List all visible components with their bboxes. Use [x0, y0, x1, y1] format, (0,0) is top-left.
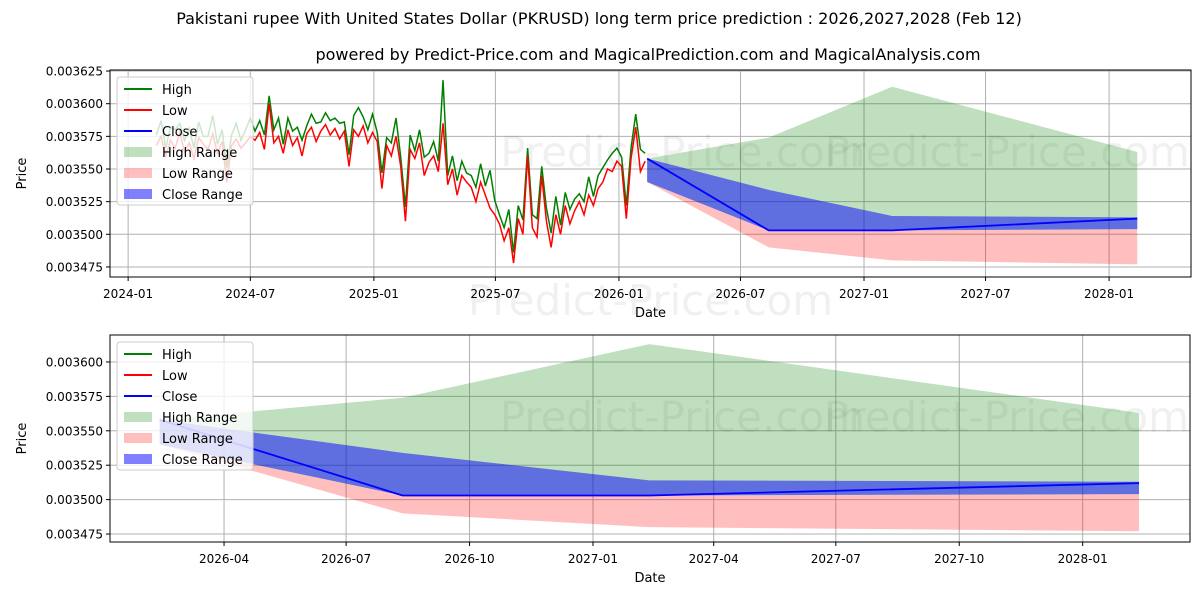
y-tick-label: 0.003500 — [46, 228, 103, 242]
legend-label-close: Close — [162, 125, 197, 140]
y-axis-label: Price — [15, 158, 30, 190]
panel-0: 0.003475 0.003500 0.003525 0.003550 0.003575… — [15, 65, 1192, 325]
y-tick-label: 0.003475 — [46, 528, 103, 542]
legend-swatch-high-range — [124, 412, 152, 422]
legend-label-low: Low — [162, 369, 188, 384]
x-tick-label: 2028-01 — [1084, 287, 1134, 301]
x-tick-label: 2026-04 — [199, 552, 249, 566]
x-tick-label: 2026-10 — [444, 552, 494, 566]
y-tick-label: 0.003525 — [46, 195, 103, 209]
watermark: Predict-Price.com — [825, 128, 1190, 177]
legend-label-high-range: High Range — [162, 146, 237, 161]
y-tick-label: 0.003525 — [46, 459, 103, 473]
x-tick-label: 2027-04 — [689, 552, 739, 566]
y-tick-label: 0.003500 — [46, 493, 103, 507]
x-tick-label: 2024-07 — [225, 287, 275, 301]
legend-label-low: Low — [162, 104, 188, 119]
y-tick-label: 0.003575 — [46, 390, 103, 404]
x-tick-label: 2026-07 — [715, 287, 765, 301]
legend-label-high: High — [162, 83, 192, 98]
close-range-area — [647, 158, 1138, 231]
x-tick-label: 2027-10 — [934, 552, 984, 566]
x-tick-label: 2027-07 — [811, 552, 861, 566]
legend-label-close-range: Close Range — [162, 188, 243, 203]
x-tick-label: 2026-07 — [321, 552, 371, 566]
axes-frame — [109, 69, 1192, 278]
close-range-area — [159, 419, 1140, 496]
legend-label-low-range: Low Range — [162, 167, 233, 182]
x-axis-label: Date — [634, 571, 665, 586]
watermark: Predict-Price.com — [500, 393, 865, 442]
legend-label-high-range: High Range — [162, 411, 237, 426]
legend-swatch-close-range — [124, 189, 152, 199]
y-tick-label: 0.003600 — [46, 97, 103, 111]
plot-area — [155, 80, 1138, 265]
legend: High Low Close High Range Low Range Close Ran… — [116, 341, 254, 471]
x-tick-label: 2027-01 — [839, 287, 889, 301]
legend-swatch-high-range — [124, 147, 152, 157]
y-tick-label: 0.003550 — [46, 162, 103, 176]
chart-title: Pakistani rupee With United States Dolla… — [176, 9, 1022, 28]
watermark: Predict-Price.com — [468, 276, 833, 325]
x-tick-label: 2026-01 — [594, 287, 644, 301]
plot-area — [159, 344, 1140, 532]
y-tick-label: 0.003550 — [46, 424, 103, 438]
legend-swatch-close-range — [124, 454, 152, 464]
axes-frame — [109, 334, 1191, 543]
x-tick-label: 2027-01 — [568, 552, 618, 566]
watermark: Predict-Price.com — [824, 393, 1189, 442]
panel-1: 0.003475 0.003500 0.003525 0.003550 0.003575… — [15, 334, 1191, 586]
legend: High Low Close High Range Low Range Close Ran… — [116, 76, 254, 206]
legend-label-low-range: Low Range — [162, 432, 233, 447]
legend-label-close-range: Close Range — [162, 453, 243, 468]
close-line — [646, 157, 1138, 232]
legend-label-close: Close — [162, 390, 197, 405]
low-range-area — [159, 444, 1140, 532]
legend-label-high: High — [162, 348, 192, 363]
x-tick-label: 2028-01 — [1058, 552, 1108, 566]
low-range-area — [647, 182, 1138, 265]
y-tick-label: 0.003575 — [46, 130, 103, 144]
y-axis-label: Price — [15, 423, 30, 455]
legend-swatch-low-range — [124, 433, 152, 443]
x-tick-label: 2027-07 — [960, 287, 1010, 301]
y-tick-label: 0.003600 — [46, 355, 103, 369]
chart-subtitle: powered by Predict-Price.com and Magical… — [315, 45, 981, 64]
y-tick-label: 0.003625 — [46, 65, 103, 79]
x-tick-label: 2025-07 — [470, 287, 520, 301]
legend-swatch-low-range — [124, 168, 152, 178]
x-tick-label: 2024-01 — [103, 287, 153, 301]
x-tick-label: 2025-01 — [349, 287, 399, 301]
close-line — [159, 418, 1140, 497]
y-tick-label: 0.003475 — [46, 260, 103, 274]
x-axis-label: Date — [635, 306, 666, 321]
